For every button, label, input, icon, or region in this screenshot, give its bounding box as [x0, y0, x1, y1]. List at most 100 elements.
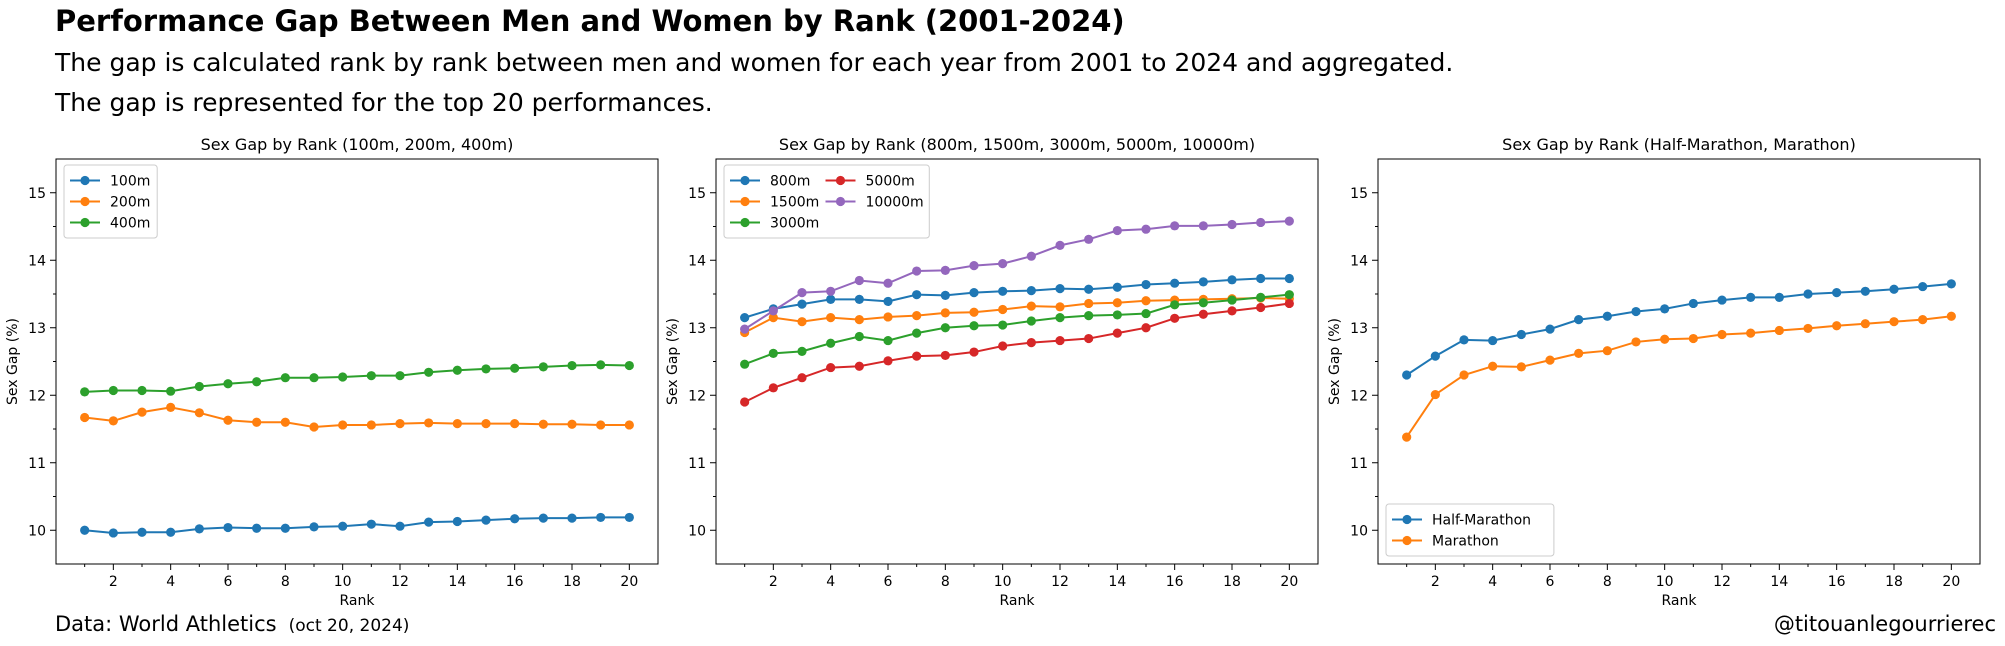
data-point-5000m: [797, 373, 807, 383]
data-point-3000m: [1284, 290, 1294, 300]
y-axis-label: Sex Gap (%): [5, 318, 21, 405]
y-tick-label: 15: [1350, 186, 1368, 202]
data-point-3000m: [940, 323, 950, 333]
data-point-200m: [280, 417, 290, 427]
data-point-800m: [998, 286, 1008, 296]
x-axis-label: Rank: [340, 593, 376, 609]
data-point-10000m: [969, 261, 979, 271]
chart-title: Sex Gap by Rank (100m, 200m, 400m): [201, 135, 514, 154]
x-tick-label: 8: [281, 574, 290, 590]
data-point-200m: [366, 420, 376, 430]
data-point-10000m: [1112, 225, 1122, 236]
data-point-400m: [567, 360, 577, 371]
author-credit: @titouanlegourrierec: [1773, 612, 1996, 636]
data-point-800m: [1170, 278, 1180, 288]
x-tick-label: 16: [1828, 574, 1846, 590]
data-point-10000m: [1170, 221, 1180, 231]
data-point-400m: [338, 372, 348, 382]
data-point-100m: [510, 514, 520, 524]
data-point-3000m: [797, 346, 807, 356]
series-line-3000m: [744, 293, 1290, 366]
data-point-Half-Marathon: [1688, 298, 1698, 309]
y-tick-label: 12: [1350, 388, 1368, 404]
data-point-5000m: [1227, 306, 1237, 316]
data-point-800m: [969, 288, 979, 298]
data-point-100m: [108, 528, 118, 538]
y-tick-label: 10: [688, 523, 706, 539]
data-point-100m: [481, 515, 491, 525]
data-point-100m: [538, 513, 548, 523]
data-point-200m: [108, 416, 118, 426]
subtitle-line-2: The gap is represented for the top 20 pe…: [55, 88, 713, 117]
data-point-Marathon: [1488, 361, 1498, 371]
data-point-400m: [194, 381, 204, 392]
legend-marker: [740, 217, 750, 228]
x-tick-label: 2: [769, 574, 778, 590]
data-point-Marathon: [1946, 311, 1956, 321]
data-point-3000m: [1084, 311, 1094, 321]
data-point-10000m: [940, 265, 950, 275]
data-point-200m: [338, 420, 348, 430]
data-point-1500m: [1141, 296, 1151, 306]
x-tick-label: 4: [1488, 574, 1497, 590]
data-point-400m: [538, 362, 548, 372]
legend-label: Half-Marathon: [1432, 513, 1531, 529]
y-tick-label: 12: [688, 388, 706, 404]
data-point-10000m: [1141, 224, 1151, 234]
data-point-10000m: [1227, 219, 1237, 230]
y-tick-label: 14: [28, 253, 46, 269]
data-point-100m: [280, 523, 290, 533]
x-tick-label: 14: [1770, 574, 1788, 590]
data-point-5000m: [998, 341, 1008, 351]
data-point-400m: [481, 364, 491, 374]
series-line-Half-Marathon: [1406, 282, 1952, 376]
data-point-Marathon: [1631, 337, 1641, 347]
legend-label: 200m: [110, 195, 150, 211]
y-tick-label: 12: [28, 388, 46, 404]
x-axis-label: Rank: [1662, 593, 1698, 609]
data-point-Marathon: [1746, 328, 1756, 338]
legend-label: 400m: [110, 216, 150, 232]
series-line-10000m: [744, 220, 1290, 330]
series-line-5000m: [744, 302, 1290, 403]
y-tick-label: 14: [1350, 253, 1368, 269]
data-point-10000m: [912, 266, 922, 276]
subtitle-line-1: The gap is calculated rank by rank betwe…: [55, 48, 1454, 77]
x-tick-label: 18: [1223, 574, 1241, 590]
data-point-200m: [481, 419, 491, 429]
data-point-1500m: [768, 313, 778, 323]
series-line-100m: [84, 516, 630, 534]
data-point-800m: [854, 294, 864, 304]
legend-frame: [1385, 503, 1555, 557]
x-tick-label: 10: [1656, 574, 1674, 590]
plot-frame: [1377, 158, 1981, 565]
series-line-1500m: [744, 297, 1290, 334]
data-point-200m: [395, 419, 405, 429]
legend-label: 5000m: [866, 174, 915, 190]
legend-label: 10000m: [866, 195, 924, 211]
data-point-200m: [223, 415, 233, 425]
data-point-1500m: [854, 315, 864, 325]
data-point-5000m: [768, 383, 778, 393]
data-point-200m: [596, 420, 606, 430]
data-point-200m: [194, 408, 204, 418]
data-point-Marathon: [1774, 325, 1784, 336]
y-tick-label: 13: [1350, 321, 1368, 337]
data-point-400m: [137, 385, 147, 396]
legend-marker: [740, 175, 750, 186]
data-point-Marathon: [1516, 362, 1526, 372]
data-point-800m: [797, 299, 807, 309]
x-tick-label: 12: [391, 574, 409, 590]
data-point-1500m: [940, 308, 950, 318]
data-point-400m: [452, 365, 462, 375]
data-point-10000m: [797, 288, 807, 298]
data-point-5000m: [1256, 302, 1266, 313]
y-tick-label: 15: [28, 186, 46, 202]
data-point-5000m: [883, 356, 893, 366]
data-point-5000m: [740, 397, 750, 407]
series-line-Marathon: [1405, 315, 1952, 438]
x-tick-label: 6: [1546, 574, 1555, 590]
data-point-3000m: [912, 328, 922, 338]
data-point-Half-Marathon: [1488, 335, 1498, 346]
